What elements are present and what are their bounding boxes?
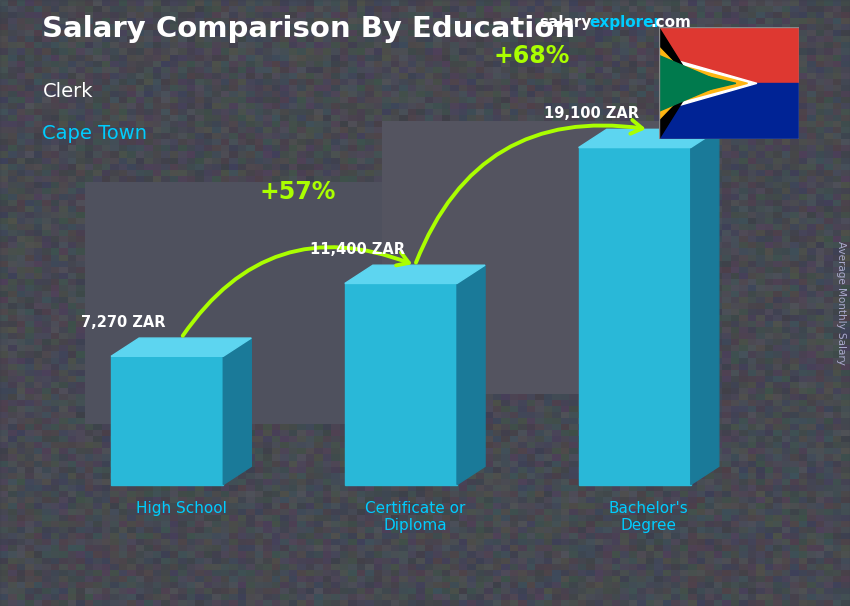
Text: Certificate or
Diploma: Certificate or Diploma	[365, 501, 465, 533]
Polygon shape	[457, 265, 485, 485]
Text: explorer: explorer	[589, 15, 661, 30]
Text: 7,270 ZAR: 7,270 ZAR	[82, 315, 166, 330]
Text: 11,400 ZAR: 11,400 ZAR	[309, 242, 405, 257]
Text: Bachelor's
Degree: Bachelor's Degree	[609, 501, 689, 533]
FancyArrowPatch shape	[416, 120, 643, 262]
Polygon shape	[659, 59, 748, 107]
Polygon shape	[659, 47, 694, 120]
FancyArrowPatch shape	[183, 247, 409, 336]
Text: Salary Comparison By Education: Salary Comparison By Education	[42, 15, 575, 43]
Text: 19,100 ZAR: 19,100 ZAR	[543, 106, 638, 121]
Polygon shape	[579, 129, 719, 148]
Polygon shape	[111, 338, 252, 356]
Polygon shape	[659, 65, 736, 102]
Polygon shape	[659, 27, 694, 139]
Polygon shape	[224, 338, 252, 485]
Polygon shape	[345, 265, 485, 284]
Polygon shape	[111, 356, 224, 485]
Text: Average Monthly Salary: Average Monthly Salary	[836, 241, 846, 365]
Text: +57%: +57%	[260, 180, 337, 204]
Polygon shape	[579, 148, 691, 485]
Polygon shape	[659, 55, 756, 112]
Polygon shape	[659, 84, 799, 139]
Polygon shape	[659, 27, 799, 84]
Text: .com: .com	[650, 15, 691, 30]
Text: salary: salary	[540, 15, 592, 30]
Text: High School: High School	[136, 501, 227, 516]
Polygon shape	[691, 129, 719, 485]
Text: Clerk: Clerk	[42, 82, 93, 101]
Polygon shape	[345, 284, 457, 485]
Polygon shape	[659, 55, 724, 112]
Text: +68%: +68%	[494, 44, 570, 68]
Text: Cape Town: Cape Town	[42, 124, 148, 143]
